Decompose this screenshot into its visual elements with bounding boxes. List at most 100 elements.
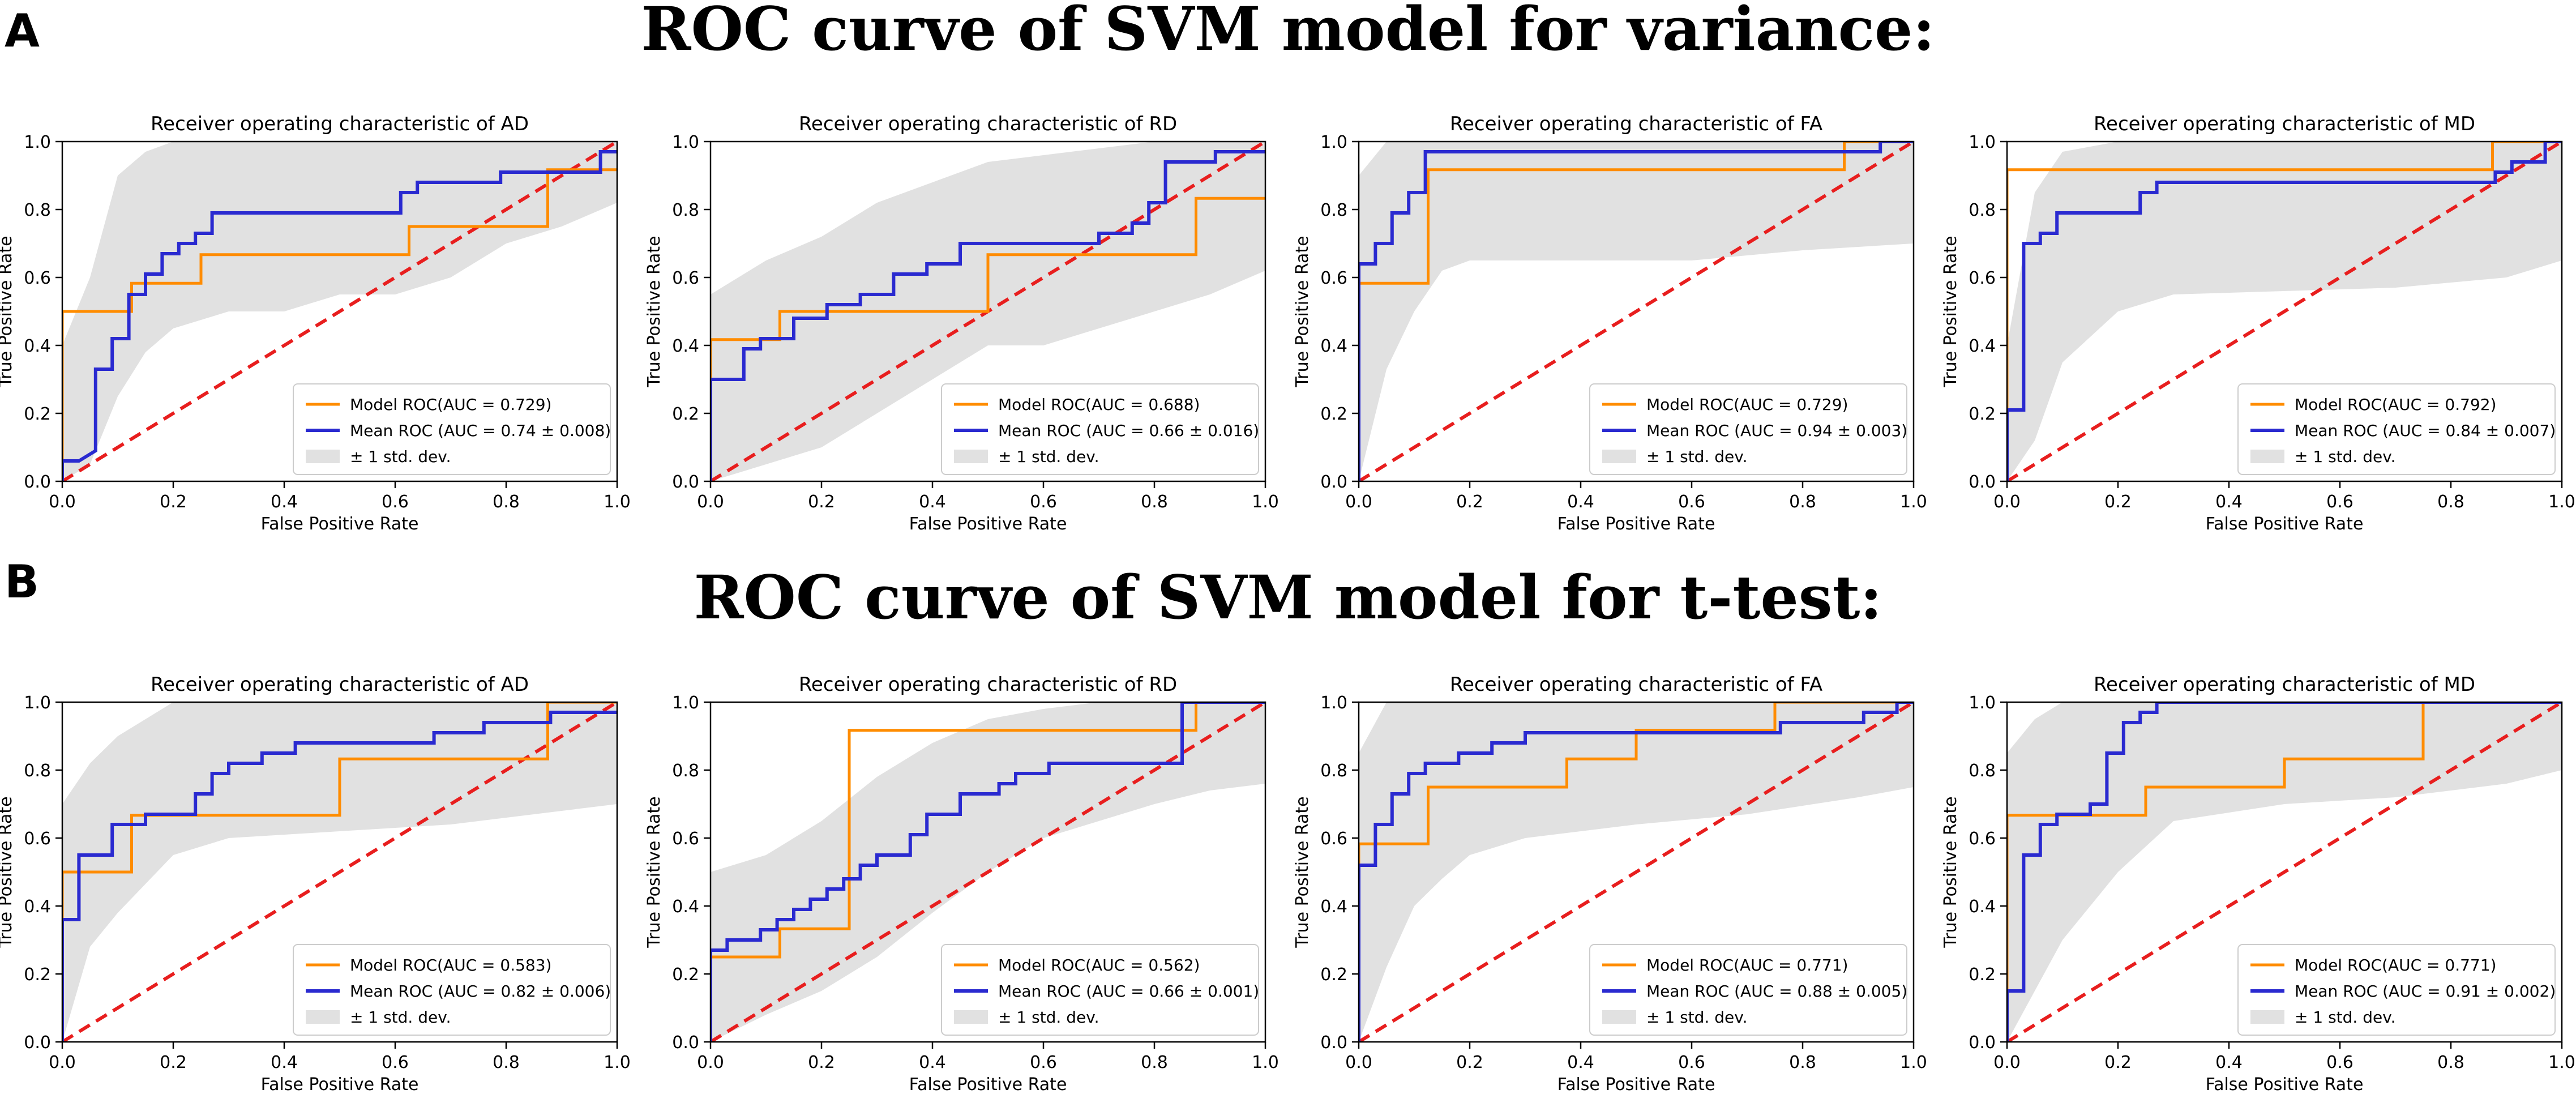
legend-label: ± 1 std. dev.	[1646, 1008, 1748, 1027]
roc-subplot: 0.0 0.2 0.4 0.6 0.8 1.0 0.0 0.2 0.4 0.6 0.8 1.0 Rece…	[1293, 113, 1927, 534]
subplot-title: Receiver operating characteristic of AD	[151, 673, 529, 696]
chance-diagonal-line	[1359, 142, 1914, 481]
y-tick-label: 0.2	[1969, 404, 1996, 424]
model-roc-line	[1359, 702, 1914, 1042]
y-axis-label: True Positive Rate	[0, 796, 16, 948]
y-tick-label: 0.6	[1320, 829, 1347, 849]
mean-roc-line	[2007, 142, 2562, 481]
model-roc-line	[711, 702, 1265, 1042]
panel-letter-a: A	[5, 5, 40, 57]
y-tick-label: 0.4	[1969, 336, 1996, 356]
legend: Model ROC(AUC = 0.583) Mean ROC (AUC = 0.…	[293, 944, 611, 1036]
legend-label: Mean ROC (AUC = 0.88 ± 0.005)	[1646, 982, 1907, 1001]
chance-diagonal-line	[62, 142, 617, 481]
mean-roc-line	[1359, 702, 1914, 1042]
roc-subplot: 0.0 0.2 0.4 0.6 0.8 1.0 0.0 0.2 0.4 0.6 0.8 1.0 Rece…	[1941, 113, 2575, 534]
y-tick-label: 0.8	[24, 761, 51, 781]
y-axis-label: True Positive Rate	[1293, 796, 1312, 948]
legend-label: Mean ROC (AUC = 0.74 ± 0.008)	[350, 421, 611, 440]
mean-roc-line	[62, 150, 617, 481]
y-tick-label: 0.2	[672, 965, 699, 985]
x-tick-label: 0.2	[808, 492, 835, 512]
panel-letter-b: B	[5, 555, 39, 608]
y-tick-label: 0.4	[1969, 897, 1996, 917]
y-tick-label: 0.8	[24, 200, 51, 220]
y-tick-label: 0.8	[1320, 200, 1347, 220]
legend: Model ROC(AUC = 0.771) Mean ROC (AUC = 0.…	[1589, 944, 1907, 1036]
plot-frame	[61, 140, 618, 482]
x-tick-label: 0.4	[919, 1053, 946, 1072]
legend-box	[2237, 944, 2556, 1036]
y-tick-label: 1.0	[1320, 693, 1347, 713]
x-tick-label: 0.4	[1567, 1053, 1594, 1072]
subplot-title: Receiver operating characteristic of MD	[2094, 673, 2475, 696]
y-tick-label: 0.2	[1320, 404, 1347, 424]
y-tick-label: 0.2	[672, 404, 699, 424]
plot-contents	[711, 702, 1265, 1042]
y-axis-label: True Positive Rate	[644, 236, 664, 387]
legend-label: Model ROC(AUC = 0.729)	[1646, 395, 1848, 414]
legend-label: Model ROC(AUC = 0.792)	[2295, 395, 2496, 414]
roc-subplot: 0.0 0.2 0.4 0.6 0.8 1.0 0.0 0.2 0.4 0.6 0.8 1.0 Rece…	[0, 673, 631, 1094]
x-axis-label: False Positive Rate	[261, 1075, 419, 1094]
y-tick-label: 0.0	[672, 1033, 699, 1053]
x-tick-label: 0.2	[808, 1053, 835, 1072]
y-tick-label: 0.8	[672, 761, 699, 781]
legend-label: Model ROC(AUC = 0.583)	[350, 956, 551, 975]
x-tick-label: 0.4	[271, 492, 298, 512]
chance-diagonal-line	[2007, 702, 2562, 1042]
panel-title-a: ROC curve of SVM model for variance:	[641, 0, 1935, 64]
x-tick-label: 0.6	[1030, 1053, 1057, 1072]
x-tick-label: 0.8	[1789, 492, 1816, 512]
y-tick-label: 1.0	[24, 693, 51, 713]
plot-frame	[709, 140, 1266, 482]
x-tick-label: 0.6	[1030, 492, 1057, 512]
y-tick-label: 0.6	[672, 829, 699, 849]
legend-box	[293, 383, 611, 475]
legend-label: ± 1 std. dev.	[350, 447, 451, 466]
model-roc-line	[2007, 702, 2562, 1042]
roc-subplot: 0.0 0.2 0.4 0.6 0.8 1.0 0.0 0.2 0.4 0.6 0.8 1.0 Rece…	[0, 113, 631, 534]
legend-label: Model ROC(AUC = 0.771)	[2295, 956, 2496, 975]
legend-label: ± 1 std. dev.	[2295, 1008, 2396, 1027]
legend-label: ± 1 std. dev.	[1646, 447, 1748, 466]
y-axis-label: True Positive Rate	[0, 236, 16, 387]
legend-label: Model ROC(AUC = 0.562)	[998, 956, 1200, 975]
legend-label: Mean ROC (AUC = 0.82 ± 0.006)	[350, 982, 611, 1001]
legend-box	[1589, 944, 1907, 1036]
y-tick-label: 0.2	[24, 965, 51, 985]
x-tick-label: 0.4	[271, 1053, 298, 1072]
legend-swatch-band	[306, 1010, 340, 1024]
x-tick-label: 1.0	[1252, 1053, 1279, 1072]
x-tick-label: 0.6	[382, 1053, 409, 1072]
x-tick-label: 0.0	[49, 1053, 76, 1072]
plot-contents	[711, 142, 1265, 481]
y-tick-label: 1.0	[1969, 693, 1996, 713]
legend: Model ROC(AUC = 0.562) Mean ROC (AUC = 0.…	[941, 944, 1259, 1036]
legend-swatch-band	[954, 450, 988, 463]
subplot-title: Receiver operating characteristic of RD	[799, 673, 1177, 696]
x-tick-label: 0.6	[2326, 1053, 2354, 1072]
legend: Model ROC(AUC = 0.729) Mean ROC (AUC = 0.…	[1589, 383, 1907, 475]
y-tick-label: 0.6	[672, 268, 699, 288]
chance-diagonal-line	[1359, 702, 1914, 1042]
y-tick-label: 0.2	[1320, 965, 1347, 985]
legend-box	[293, 944, 611, 1036]
y-axis-label: True Positive Rate	[1293, 236, 1312, 387]
y-tick-label: 0.0	[1969, 472, 1996, 492]
x-axis-label: False Positive Rate	[1557, 514, 1715, 534]
x-tick-label: 0.2	[2104, 492, 2132, 512]
plot-contents	[1359, 702, 1914, 1042]
subplot-title: Receiver operating characteristic of FA	[1450, 113, 1822, 135]
legend: Model ROC(AUC = 0.729) Mean ROC (AUC = 0.…	[293, 383, 611, 475]
x-axis-label: False Positive Rate	[2206, 1075, 2364, 1094]
roc-subplot: 0.0 0.2 0.4 0.6 0.8 1.0 0.0 0.2 0.4 0.6 0.8 1.0 Rece…	[1941, 673, 2575, 1094]
x-tick-label: 1.0	[2548, 492, 2575, 512]
model-roc-line	[2007, 142, 2562, 481]
subplot-title: Receiver operating characteristic of AD	[151, 113, 529, 135]
legend-box	[941, 383, 1259, 475]
plot-contents	[62, 142, 617, 481]
x-tick-label: 0.4	[1567, 492, 1594, 512]
x-tick-label: 0.4	[2215, 492, 2243, 512]
